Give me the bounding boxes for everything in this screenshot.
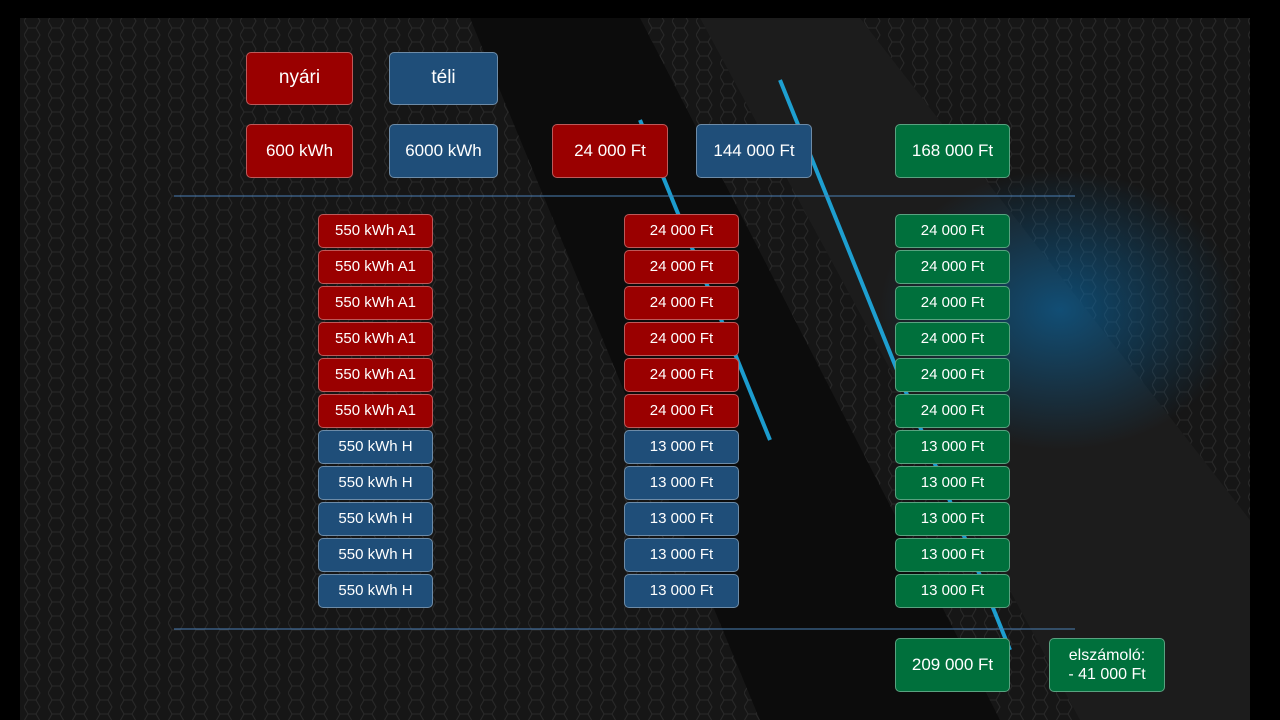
box-text: 24 000 Ft: [920, 366, 985, 383]
table-cell: 550 kWh A1: [318, 322, 433, 356]
table-cell: 550 kWh H: [318, 466, 433, 500]
table-cell: 13 000 Ft: [895, 538, 1010, 572]
table-cell: 13 000 Ft: [895, 574, 1010, 608]
total: 209 000 Ft: [895, 638, 1010, 692]
table-cell: 13 000 Ft: [895, 466, 1010, 500]
box-text: 24 000 Ft: [920, 330, 985, 347]
table-cell: 13 000 Ft: [624, 430, 739, 464]
table-cell: 13 000 Ft: [624, 538, 739, 572]
box-text: 24 000 Ft: [920, 258, 985, 275]
table-cell: 550 kWh A1: [318, 250, 433, 284]
box-text: 550 kWh A1: [335, 222, 416, 239]
box-text: 600 kWh: [265, 140, 334, 160]
box-text: 24 000 Ft: [920, 402, 985, 419]
table-cell: 550 kWh A1: [318, 358, 433, 392]
table-cell: 13 000 Ft: [624, 502, 739, 536]
box-text: 550 kWh A1: [335, 366, 416, 383]
table-cell: 24 000 Ft: [895, 358, 1010, 392]
table-cell: 13 000 Ft: [895, 430, 1010, 464]
table-cell: 24 000 Ft: [895, 322, 1010, 356]
box-text: 550 kWh H: [338, 510, 413, 527]
box-text: 13 000 Ft: [920, 546, 985, 563]
box-text: 24 000 Ft: [649, 294, 714, 311]
summary-cell: 600 kWh: [246, 124, 353, 178]
table-cell: 24 000 Ft: [624, 358, 739, 392]
box-text: 550 kWh H: [338, 582, 413, 599]
box-text: 550 kWh A1: [335, 402, 416, 419]
table-cell: 24 000 Ft: [624, 250, 739, 284]
box-text: 550 kWh A1: [335, 258, 416, 275]
box-text: elszámoló:: [1068, 646, 1146, 664]
box-text: 24 000 Ft: [574, 140, 646, 160]
box-text: nyári: [278, 67, 321, 89]
summary-cell: 144 000 Ft: [696, 124, 812, 178]
box-text: 550 kWh A1: [335, 330, 416, 347]
season-label: nyári: [246, 52, 353, 105]
table-cell: 24 000 Ft: [895, 394, 1010, 428]
box-text: 13 000 Ft: [920, 582, 985, 599]
box-text: téli: [431, 67, 456, 89]
box-text: 13 000 Ft: [649, 474, 714, 491]
box-text: 24 000 Ft: [920, 222, 985, 239]
table-cell: 550 kWh H: [318, 430, 433, 464]
box-text: 13 000 Ft: [920, 474, 985, 491]
box-text: 13 000 Ft: [649, 546, 714, 563]
box-text: 24 000 Ft: [649, 330, 714, 347]
table-cell: 550 kWh A1: [318, 214, 433, 248]
box-text: 13 000 Ft: [920, 510, 985, 527]
table-cell: 24 000 Ft: [624, 214, 739, 248]
box-text: 6000 kWh: [405, 140, 482, 160]
table-cell: 24 000 Ft: [624, 394, 739, 428]
box-text: 209 000 Ft: [911, 654, 994, 674]
box-text: 24 000 Ft: [649, 258, 714, 275]
box-text: 24 000 Ft: [649, 402, 714, 419]
summary-cell: 168 000 Ft: [895, 124, 1010, 178]
table-cell: 550 kWh A1: [318, 286, 433, 320]
table-cell: 13 000 Ft: [895, 502, 1010, 536]
table-cell: 550 kWh H: [318, 574, 433, 608]
season-label: téli: [389, 52, 498, 105]
table-cell: 24 000 Ft: [624, 322, 739, 356]
box-text: 550 kWh A1: [335, 294, 416, 311]
table-cell: 13 000 Ft: [624, 574, 739, 608]
table-cell: 550 kWh H: [318, 538, 433, 572]
table-cell: 24 000 Ft: [624, 286, 739, 320]
table-cell: 24 000 Ft: [895, 250, 1010, 284]
box-text: 168 000 Ft: [911, 140, 994, 160]
box-text: - 41 000 Ft: [1068, 666, 1146, 683]
box-text: 550 kWh H: [338, 546, 413, 563]
box-text: 13 000 Ft: [649, 582, 714, 599]
box-text: 144 000 Ft: [713, 140, 795, 160]
summary-cell: 24 000 Ft: [552, 124, 668, 178]
table-cell: 550 kWh H: [318, 502, 433, 536]
box-text: 24 000 Ft: [649, 222, 714, 239]
table-cell: 24 000 Ft: [895, 214, 1010, 248]
box-text: 13 000 Ft: [649, 510, 714, 527]
box-text: 13 000 Ft: [649, 438, 714, 455]
box-text: 550 kWh H: [338, 438, 413, 455]
settlement: elszámoló: - 41 000 Ft: [1049, 638, 1165, 692]
box-text: 550 kWh H: [338, 474, 413, 491]
table-cell: 24 000 Ft: [895, 286, 1010, 320]
table-cell: 13 000 Ft: [624, 466, 739, 500]
summary-cell: 6000 kWh: [389, 124, 498, 178]
table-cell: 550 kWh A1: [318, 394, 433, 428]
box-text: 24 000 Ft: [649, 366, 714, 383]
box-text: 24 000 Ft: [920, 294, 985, 311]
box-text: 13 000 Ft: [920, 438, 985, 455]
